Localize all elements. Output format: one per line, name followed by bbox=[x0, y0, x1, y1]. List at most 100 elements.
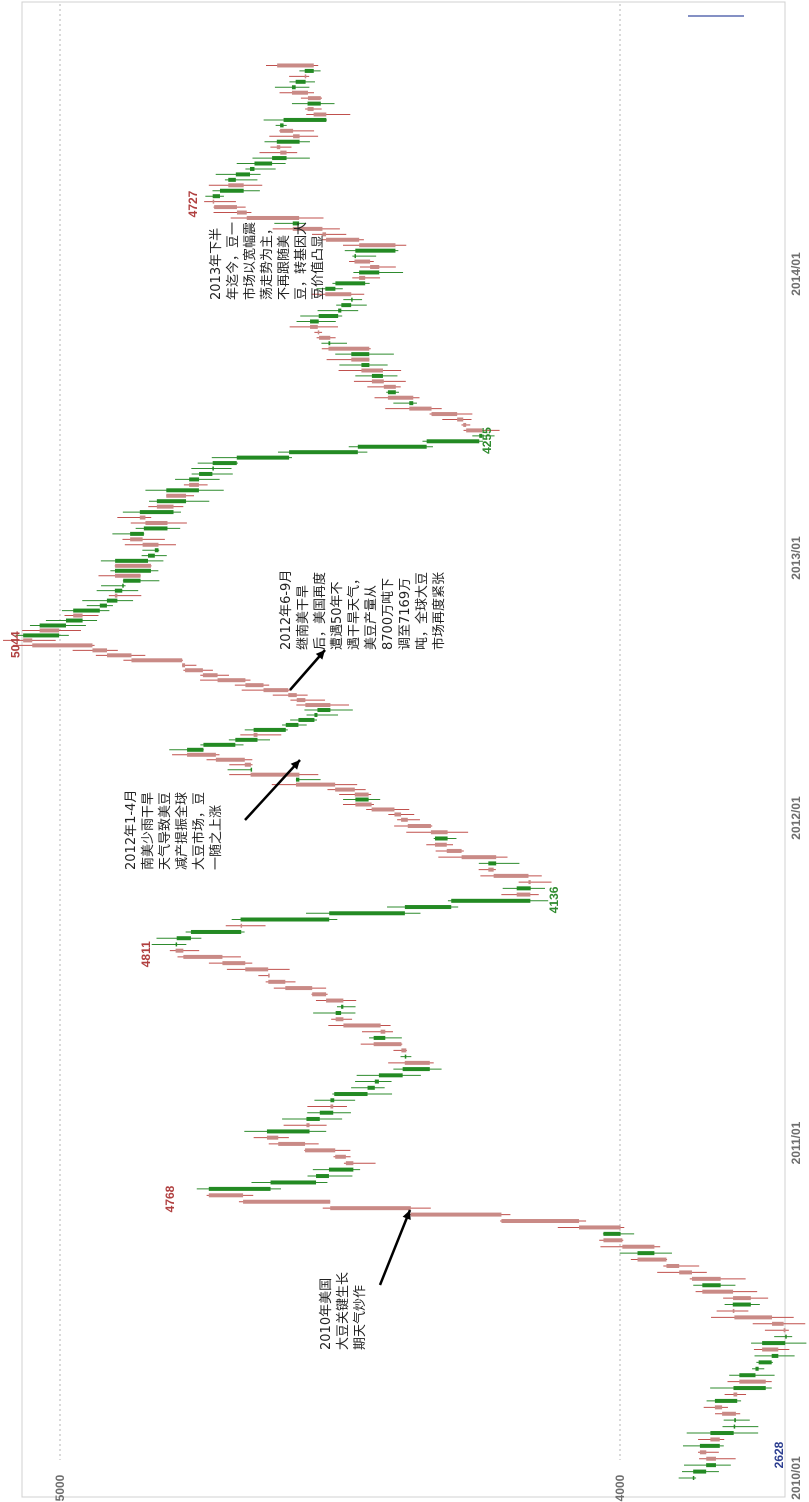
candle-body bbox=[367, 1085, 375, 1090]
price-label: 4811 bbox=[139, 941, 153, 967]
annotation-line: 豆，转基因大 bbox=[294, 222, 309, 300]
candle-body bbox=[99, 603, 107, 608]
candle-body bbox=[236, 210, 247, 215]
candle-body bbox=[771, 1353, 779, 1358]
candle-body bbox=[154, 548, 159, 553]
candle-body bbox=[739, 1379, 766, 1384]
candle-body bbox=[199, 471, 213, 476]
candle-body bbox=[32, 643, 93, 648]
candle-body bbox=[208, 1186, 271, 1191]
candle-body bbox=[702, 1283, 721, 1288]
candle-body bbox=[755, 1366, 759, 1371]
candle-body bbox=[122, 583, 124, 588]
candle-body bbox=[314, 712, 318, 717]
candle-body bbox=[341, 1004, 344, 1009]
candle-body bbox=[431, 412, 458, 417]
candle-body bbox=[325, 292, 352, 297]
candle-body bbox=[361, 363, 370, 368]
candle-body bbox=[493, 873, 529, 878]
candle-body bbox=[328, 1167, 354, 1172]
candle-body bbox=[139, 515, 146, 520]
annotation-line: 荡走势为主， bbox=[259, 222, 275, 300]
candle-body bbox=[706, 1456, 716, 1461]
candle-body bbox=[240, 917, 330, 922]
candle-body bbox=[330, 1104, 334, 1109]
candle-body bbox=[263, 688, 289, 693]
candle-body bbox=[73, 608, 100, 613]
price-label: 5044 bbox=[8, 631, 22, 658]
candle-body bbox=[296, 698, 306, 703]
candle-body bbox=[295, 782, 336, 787]
candle-body bbox=[253, 732, 258, 737]
candle-body bbox=[479, 433, 483, 438]
candle-body bbox=[115, 563, 151, 568]
annotation-line: 南美少雨干旱 bbox=[140, 792, 156, 870]
candle-body bbox=[335, 1011, 342, 1015]
candle-body bbox=[401, 817, 408, 822]
candle-body bbox=[334, 1092, 368, 1097]
annotations: 2010年美国 大豆关键生长 期天气炒作 2012年1-4月 南美少雨干旱 天气导致美豆减… bbox=[124, 222, 447, 1350]
candle-body bbox=[488, 861, 497, 866]
candle-body bbox=[409, 401, 414, 406]
candle-body bbox=[426, 439, 480, 444]
candle-body bbox=[434, 836, 448, 841]
candle-body bbox=[330, 1098, 335, 1103]
candle-body bbox=[330, 1206, 411, 1211]
candle-body bbox=[380, 1029, 386, 1034]
candle-body bbox=[710, 1431, 734, 1436]
candle-body bbox=[326, 998, 344, 1003]
candle-body bbox=[305, 1148, 336, 1153]
candle-body bbox=[189, 477, 200, 482]
x-tick-label: 2012/01 bbox=[789, 796, 803, 840]
candle-body bbox=[114, 588, 123, 593]
candle-body bbox=[370, 264, 380, 269]
candle-body bbox=[402, 1067, 430, 1072]
candle-body bbox=[305, 703, 331, 708]
candle-body bbox=[666, 1263, 680, 1268]
candle-body bbox=[214, 205, 237, 210]
candle-body bbox=[404, 905, 452, 910]
candle-body bbox=[387, 390, 396, 395]
candle-body bbox=[733, 1424, 736, 1429]
candle-body bbox=[298, 717, 315, 722]
candle-body bbox=[307, 96, 321, 101]
annotation-line: 减产提振全球 bbox=[174, 792, 190, 870]
candle-body bbox=[733, 1386, 766, 1391]
candle-body bbox=[175, 948, 184, 953]
candle-body bbox=[187, 752, 216, 757]
annotation-text: 2013年下半 年迄今，豆一 市场以宽幅震 荡走势为主， 不再跟随美 豆，转基因大 豆价值凸… bbox=[209, 222, 326, 300]
candle-body bbox=[739, 1373, 756, 1378]
annotation-line: 年迄今，豆一 bbox=[225, 222, 241, 300]
candle-body bbox=[371, 807, 395, 812]
candle-body bbox=[139, 510, 174, 515]
annotation-line: 大豆市场，豆 bbox=[191, 792, 207, 870]
candle-body bbox=[355, 248, 396, 253]
candle-body bbox=[373, 1042, 402, 1047]
y-tick-label: 4000 bbox=[613, 1474, 627, 1501]
candle-body bbox=[304, 74, 307, 79]
candle-body bbox=[182, 663, 186, 668]
candle-body bbox=[276, 139, 300, 144]
candle-body bbox=[637, 1257, 667, 1262]
candle-body bbox=[245, 967, 269, 972]
annotation-line: 2013年下半 bbox=[209, 228, 224, 300]
candle-body bbox=[114, 568, 151, 573]
annotation-line: 豆价值凸显 bbox=[310, 235, 326, 300]
candle-body bbox=[351, 357, 370, 362]
candle-body bbox=[785, 1334, 787, 1339]
annotation-text: 2012年6-9月 继南美干旱 后，美国再度 遭遇50年不 遇干旱天气， 美豆产量从 870… bbox=[279, 570, 447, 650]
candle-body bbox=[355, 797, 369, 802]
annotation-line: 继南美干旱 bbox=[295, 585, 311, 650]
candle-body bbox=[217, 678, 246, 683]
candle-body bbox=[772, 1321, 784, 1326]
candle-body bbox=[114, 573, 141, 578]
annotation-line: 不再跟随美 bbox=[277, 235, 292, 300]
candle-body bbox=[699, 1450, 707, 1455]
candle-body bbox=[143, 526, 168, 531]
candle-body bbox=[466, 428, 483, 433]
candle-body bbox=[272, 156, 287, 161]
candle-body bbox=[250, 772, 300, 777]
y-tick-label: 5000 bbox=[53, 1474, 67, 1501]
candle-body bbox=[131, 658, 183, 663]
candle-body bbox=[371, 373, 383, 378]
